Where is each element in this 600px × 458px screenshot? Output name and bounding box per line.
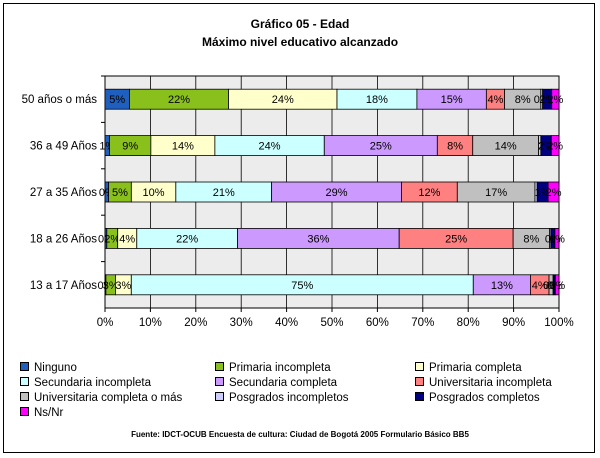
data-label: 14%	[495, 141, 517, 153]
bar-segment	[547, 181, 560, 203]
bar-segment	[551, 88, 560, 110]
data-label: 4%	[119, 233, 135, 245]
legend-label: Posgrados completos	[429, 392, 540, 404]
legend-swatch	[415, 362, 424, 372]
data-label: 36%	[307, 233, 329, 245]
legend-label: Primaria incompleta	[229, 362, 331, 374]
data-label: 12%	[418, 187, 440, 199]
category-label: 27 a 35 Años	[30, 187, 97, 199]
bar-segment	[554, 227, 560, 249]
data-label: 2%	[546, 187, 562, 199]
category-label: 50 años o más	[22, 94, 98, 106]
data-label: 2%	[538, 141, 554, 153]
data-label: 18%	[366, 94, 388, 106]
category-label: 18 a 26 Años	[30, 233, 97, 245]
data-label: 0%	[549, 280, 565, 292]
legend-item: Universitaria completa o más	[20, 392, 182, 406]
data-label: 5%	[112, 187, 128, 199]
x-tick-label: 90%	[502, 317, 525, 329]
data-label: 22%	[168, 94, 190, 106]
data-label: 3%	[103, 280, 119, 292]
legend-item: Secundaria incompleta	[20, 377, 151, 391]
data-label: 8%	[515, 94, 531, 106]
data-label: 22%	[176, 233, 198, 245]
legend-swatch	[415, 377, 424, 387]
data-label: 2%	[547, 94, 563, 106]
x-tick-label: 60%	[366, 317, 389, 329]
legend-label: Universitaria completa o más	[34, 392, 183, 404]
data-label: 1%	[535, 187, 551, 199]
source-note: Fuente: IDCT-OCUB Encuesta de cultura: C…	[131, 430, 469, 439]
legend-item: Ninguno	[20, 362, 77, 376]
data-label: 2%	[547, 141, 563, 153]
data-label: 9%	[122, 141, 138, 153]
data-label: 1%	[549, 233, 565, 245]
legend-item: Primaria incompleta	[215, 362, 331, 376]
data-label: 29%	[326, 187, 348, 199]
data-label: 15%	[441, 94, 463, 106]
x-tick-label: 50%	[320, 317, 343, 329]
data-label: 21%	[213, 187, 235, 199]
legend-item: Primaria completa	[415, 362, 522, 376]
data-label: 17%	[485, 187, 507, 199]
category-label: 36 a 49 Años	[30, 141, 97, 153]
x-tick-label: 20%	[184, 317, 207, 329]
x-tick-label: 30%	[230, 317, 253, 329]
category-label: 13 a 17 Años	[30, 280, 97, 292]
data-label: 13%	[491, 280, 513, 292]
data-label: 24%	[259, 141, 281, 153]
chart-subtitle: Máximo nivel educativo alcanzado	[201, 35, 399, 49]
data-label: 4%	[487, 94, 503, 106]
legend-item: Ns/Nr	[20, 407, 63, 421]
legend-item: Universitaria incompleta	[415, 377, 552, 391]
legend-label: Ns/Nr	[34, 407, 64, 419]
data-label: 4%	[532, 280, 548, 292]
legend-swatch	[20, 407, 29, 417]
legend-swatch	[20, 362, 29, 372]
data-label: 14%	[172, 141, 194, 153]
legend-label: Posgrados incompletos	[229, 392, 349, 404]
legend-item: Posgrados completos	[415, 392, 540, 406]
legend-swatch	[20, 392, 29, 402]
data-label: 25%	[445, 233, 467, 245]
x-tick-label: 80%	[457, 317, 480, 329]
legend-swatch	[215, 377, 224, 387]
data-label: 75%	[291, 280, 313, 292]
bar-segment	[554, 274, 560, 296]
legend-swatch	[215, 362, 224, 372]
legend-label: Secundaria incompleta	[34, 377, 151, 389]
data-label: 10%	[143, 187, 165, 199]
data-label: 2%	[539, 94, 555, 106]
x-tick-label: 0%	[97, 317, 114, 329]
x-tick-label: 10%	[139, 317, 162, 329]
data-label: 2%	[104, 233, 120, 245]
x-tick-label: 70%	[411, 317, 434, 329]
legend-label: Primaria completa	[429, 362, 522, 374]
legend-label: Universitaria incompleta	[429, 377, 552, 389]
data-label: 25%	[370, 141, 392, 153]
x-tick-label: 40%	[275, 317, 298, 329]
bar-segment	[550, 135, 560, 157]
chart-title: Gráfico 05 - Edad	[250, 17, 350, 31]
legend-swatch	[415, 392, 424, 402]
data-label: 8%	[523, 233, 539, 245]
legend-label: Secundaria completa	[229, 377, 338, 389]
legend-label: Ninguno	[34, 362, 77, 374]
x-tick-label: 100%	[544, 317, 573, 329]
data-label: 24%	[272, 94, 294, 106]
legend-swatch	[20, 377, 29, 387]
data-label: 5%	[109, 94, 125, 106]
legend-item: Posgrados incompletos	[215, 392, 349, 406]
data-label: 3%	[115, 280, 131, 292]
legend-swatch	[215, 392, 224, 402]
data-label: 8%	[447, 141, 463, 153]
legend-item: Secundaria completa	[215, 377, 337, 391]
